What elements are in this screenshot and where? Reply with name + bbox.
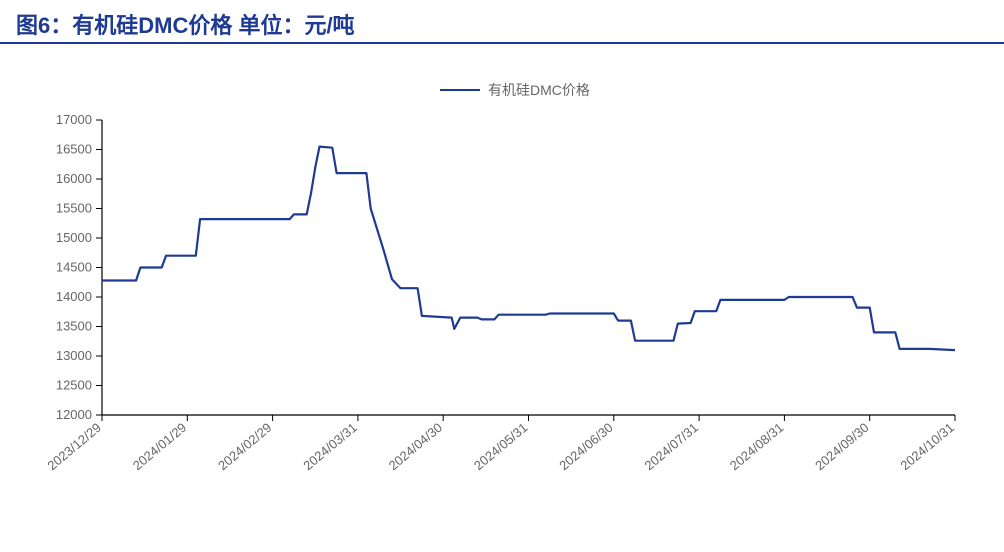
y-tick-label: 15500 (56, 201, 92, 216)
y-tick-label: 14000 (56, 289, 92, 304)
chart-title: 图6：有机硅DMC价格 单位：元/吨 (16, 8, 355, 40)
y-tick-label: 13500 (56, 319, 92, 334)
y-tick-label: 16000 (56, 171, 92, 186)
x-tick-label: 2024/02/29 (215, 420, 274, 473)
chart-page: 图6：有机硅DMC价格 单位：元/吨 有机硅DMC价格 12000 12500 130… (0, 0, 1004, 552)
y-tick-label: 12000 (56, 407, 92, 422)
y-tick-label: 17000 (56, 112, 92, 127)
title-underline (0, 42, 1004, 44)
axes (102, 120, 955, 415)
x-tick-label: 2024/04/30 (386, 420, 445, 473)
x-tick-label: 2024/03/31 (300, 420, 359, 473)
x-tick-label: 2024/05/31 (471, 420, 530, 473)
x-tick-label: 2024/01/29 (130, 420, 189, 473)
y-tick-label: 14500 (56, 260, 92, 275)
y-tick-label: 13000 (56, 348, 92, 363)
x-tick-label: 2024/06/30 (556, 420, 615, 473)
line-chart: 有机硅DMC价格 12000 12500 13000 13500 14000 14500 15… (30, 60, 980, 540)
chart-svg: 有机硅DMC价格 12000 12500 13000 13500 14000 14500 15… (30, 60, 980, 520)
y-tick-label: 16500 (56, 142, 92, 157)
series-line (102, 147, 955, 351)
legend-label: 有机硅DMC价格 (488, 82, 590, 98)
x-tick-label: 2023/12/29 (44, 420, 103, 473)
x-tick-label: 2024/08/31 (727, 420, 786, 473)
x-tick-label: 2024/09/30 (812, 420, 871, 473)
y-tick-label: 15000 (56, 230, 92, 245)
y-tick-label: 12500 (56, 378, 92, 393)
x-tick-label: 2024/07/31 (642, 420, 701, 473)
x-tick-label: 2024/10/31 (897, 420, 956, 473)
